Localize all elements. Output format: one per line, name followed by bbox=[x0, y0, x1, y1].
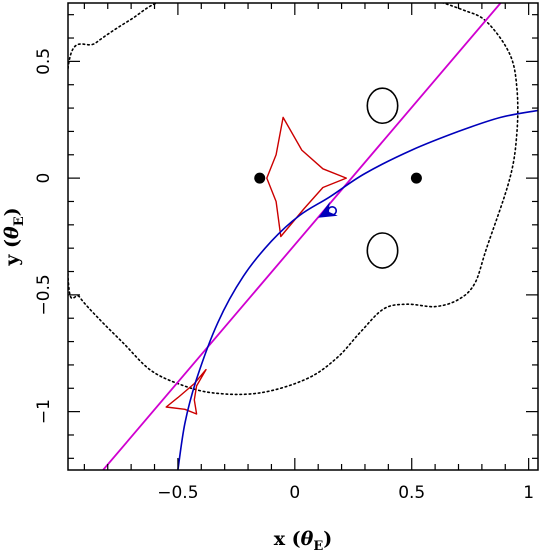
y-axis-label: y (θE) bbox=[1, 207, 27, 266]
critical-curve-oval-1 bbox=[366, 87, 399, 125]
x-tick-label: 0 bbox=[289, 483, 300, 503]
x-tick-label: 0.5 bbox=[398, 483, 425, 503]
curved-trajectory bbox=[177, 109, 538, 470]
direction-arrowhead bbox=[318, 201, 338, 218]
x-axis-label: x (θE) bbox=[274, 528, 333, 554]
outer-critical-curve bbox=[68, 3, 519, 396]
plot-content bbox=[68, 3, 538, 470]
lens-mass-2 bbox=[410, 172, 422, 184]
y-tick-label: −1 bbox=[34, 399, 54, 424]
plot-frame bbox=[67, 2, 539, 471]
critical-curve-oval-2 bbox=[366, 232, 399, 269]
straight-trajectory bbox=[102, 3, 502, 470]
direction-arrow bbox=[318, 201, 338, 218]
secondary-caustic bbox=[165, 368, 207, 415]
lens-mass-1 bbox=[254, 172, 266, 184]
x-tick-label: 1 bbox=[523, 483, 534, 503]
central-caustic bbox=[266, 116, 347, 238]
y-tick-label: −0.5 bbox=[34, 274, 54, 315]
axis-ticks: −0.5 0 0.5 1 −1 −0.5 0 0.5 bbox=[34, 3, 538, 503]
x-tick-label: −0.5 bbox=[157, 483, 198, 503]
y-tick-label: 0.5 bbox=[34, 48, 54, 75]
y-tick-label: 0 bbox=[34, 173, 54, 184]
